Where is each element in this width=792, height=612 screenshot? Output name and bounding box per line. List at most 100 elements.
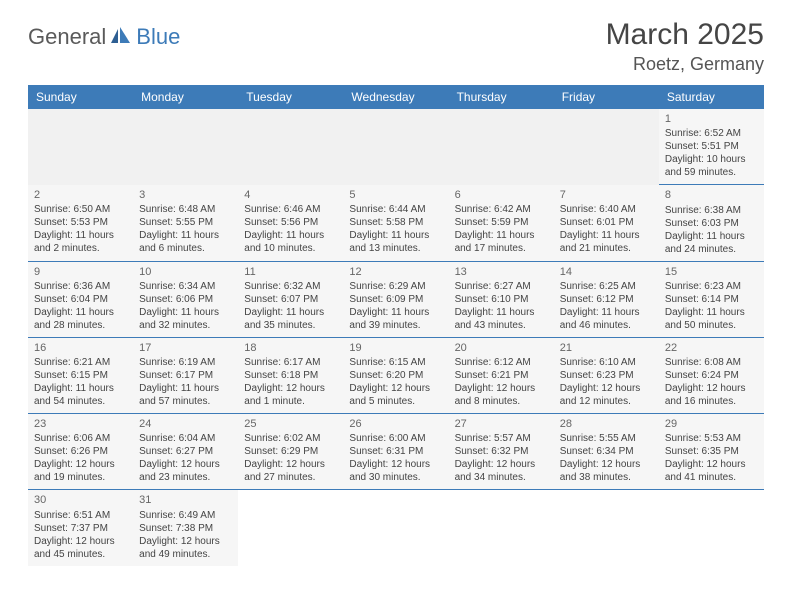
day-detail: and 38 minutes. <box>560 471 653 484</box>
day-detail: Sunset: 6:06 PM <box>139 293 232 306</box>
calendar-cell: 13Sunrise: 6:27 AMSunset: 6:10 PMDayligh… <box>449 261 554 337</box>
day-number: 15 <box>665 265 758 279</box>
day-detail: and 41 minutes. <box>665 471 758 484</box>
day-detail: Sunset: 6:27 PM <box>139 445 232 458</box>
calendar-cell: 7Sunrise: 6:40 AMSunset: 6:01 PMDaylight… <box>554 185 659 261</box>
day-detail: Sunrise: 6:15 AM <box>349 356 442 369</box>
day-detail: Daylight: 12 hours <box>34 535 127 548</box>
calendar-cell: 11Sunrise: 6:32 AMSunset: 6:07 PMDayligh… <box>238 261 343 337</box>
day-detail: Sunset: 5:51 PM <box>665 140 758 153</box>
day-number: 18 <box>244 341 337 355</box>
month-title: March 2025 <box>606 18 764 52</box>
day-detail: Sunset: 6:03 PM <box>665 217 758 230</box>
day-number: 9 <box>34 265 127 279</box>
day-detail: Sunset: 5:55 PM <box>139 216 232 229</box>
calendar-cell <box>449 109 554 185</box>
day-detail: Sunrise: 6:44 AM <box>349 203 442 216</box>
day-detail: Sunset: 5:56 PM <box>244 216 337 229</box>
day-detail: Daylight: 11 hours <box>139 382 232 395</box>
day-detail: Daylight: 11 hours <box>34 382 127 395</box>
calendar-cell: 25Sunrise: 6:02 AMSunset: 6:29 PMDayligh… <box>238 414 343 490</box>
calendar-cell: 6Sunrise: 6:42 AMSunset: 5:59 PMDaylight… <box>449 185 554 261</box>
calendar-cell: 17Sunrise: 6:19 AMSunset: 6:17 PMDayligh… <box>133 337 238 413</box>
day-detail: Sunrise: 6:12 AM <box>455 356 548 369</box>
day-detail: Sunrise: 6:32 AM <box>244 280 337 293</box>
day-detail: Sunrise: 6:04 AM <box>139 432 232 445</box>
day-detail: Sunrise: 5:55 AM <box>560 432 653 445</box>
day-number: 29 <box>665 417 758 431</box>
day-number: 5 <box>349 188 442 202</box>
day-number: 8 <box>665 188 758 202</box>
day-detail: Sunset: 5:53 PM <box>34 216 127 229</box>
day-detail: and 27 minutes. <box>244 471 337 484</box>
day-detail: Daylight: 11 hours <box>34 306 127 319</box>
day-detail: Sunset: 6:26 PM <box>34 445 127 458</box>
day-detail: Sunrise: 5:53 AM <box>665 432 758 445</box>
day-detail: Daylight: 11 hours <box>244 229 337 242</box>
day-number: 27 <box>455 417 548 431</box>
day-detail: Sunrise: 6:27 AM <box>455 280 548 293</box>
logo-text-blue: Blue <box>136 24 180 50</box>
calendar-cell <box>238 109 343 185</box>
day-detail: Sunrise: 6:40 AM <box>560 203 653 216</box>
day-detail: Sunset: 6:15 PM <box>34 369 127 382</box>
day-detail: and 2 minutes. <box>34 242 127 255</box>
day-detail: and 12 minutes. <box>560 395 653 408</box>
day-detail: Sunrise: 6:34 AM <box>139 280 232 293</box>
day-detail: Sunrise: 6:17 AM <box>244 356 337 369</box>
day-detail: and 5 minutes. <box>349 395 442 408</box>
day-detail: Sunrise: 6:38 AM <box>665 204 758 217</box>
day-detail: Sunrise: 6:51 AM <box>34 509 127 522</box>
calendar-cell: 12Sunrise: 6:29 AMSunset: 6:09 PMDayligh… <box>343 261 448 337</box>
day-detail: and 24 minutes. <box>665 243 758 256</box>
day-detail: and 49 minutes. <box>139 548 232 561</box>
day-detail: Sunset: 6:35 PM <box>665 445 758 458</box>
day-detail: and 16 minutes. <box>665 395 758 408</box>
day-header: Friday <box>554 85 659 109</box>
day-detail: Sunrise: 6:10 AM <box>560 356 653 369</box>
day-detail: Daylight: 11 hours <box>560 306 653 319</box>
day-detail: and 59 minutes. <box>665 166 758 179</box>
day-detail: Daylight: 12 hours <box>560 382 653 395</box>
day-detail: Sunset: 6:31 PM <box>349 445 442 458</box>
day-detail: Sunset: 6:29 PM <box>244 445 337 458</box>
day-number: 13 <box>455 265 548 279</box>
day-detail: Sunrise: 6:21 AM <box>34 356 127 369</box>
day-detail: Sunrise: 6:25 AM <box>560 280 653 293</box>
day-detail: and 21 minutes. <box>560 242 653 255</box>
day-detail: Sunset: 5:59 PM <box>455 216 548 229</box>
day-number: 6 <box>455 188 548 202</box>
day-detail: Sunset: 6:20 PM <box>349 369 442 382</box>
header: General Blue March 2025 Roetz, Germany <box>28 18 764 75</box>
day-detail: Sunset: 6:10 PM <box>455 293 548 306</box>
calendar-cell: 3Sunrise: 6:48 AMSunset: 5:55 PMDaylight… <box>133 185 238 261</box>
calendar-cell <box>133 109 238 185</box>
day-detail: and 39 minutes. <box>349 319 442 332</box>
day-detail: and 46 minutes. <box>560 319 653 332</box>
day-number: 11 <box>244 265 337 279</box>
day-header: Monday <box>133 85 238 109</box>
day-number: 16 <box>34 341 127 355</box>
day-number: 24 <box>139 417 232 431</box>
calendar-row: 2Sunrise: 6:50 AMSunset: 5:53 PMDaylight… <box>28 185 764 261</box>
calendar-row: 9Sunrise: 6:36 AMSunset: 6:04 PMDaylight… <box>28 261 764 337</box>
day-detail: Sunset: 6:12 PM <box>560 293 653 306</box>
day-header: Tuesday <box>238 85 343 109</box>
day-detail: and 1 minute. <box>244 395 337 408</box>
calendar-cell: 23Sunrise: 6:06 AMSunset: 6:26 PMDayligh… <box>28 414 133 490</box>
location: Roetz, Germany <box>606 54 764 75</box>
logo-text-general: General <box>28 24 106 50</box>
calendar-cell <box>238 490 343 566</box>
day-detail: Sunset: 6:32 PM <box>455 445 548 458</box>
day-number: 30 <box>34 493 127 507</box>
day-detail: and 10 minutes. <box>244 242 337 255</box>
calendar-cell: 26Sunrise: 6:00 AMSunset: 6:31 PMDayligh… <box>343 414 448 490</box>
logo-sails-icon <box>110 26 132 49</box>
day-detail: Daylight: 12 hours <box>34 458 127 471</box>
calendar-cell <box>554 109 659 185</box>
day-number: 20 <box>455 341 548 355</box>
day-detail: Sunrise: 6:36 AM <box>34 280 127 293</box>
day-detail: Daylight: 10 hours <box>665 153 758 166</box>
logo: General Blue <box>28 18 180 50</box>
day-detail: and 32 minutes. <box>139 319 232 332</box>
